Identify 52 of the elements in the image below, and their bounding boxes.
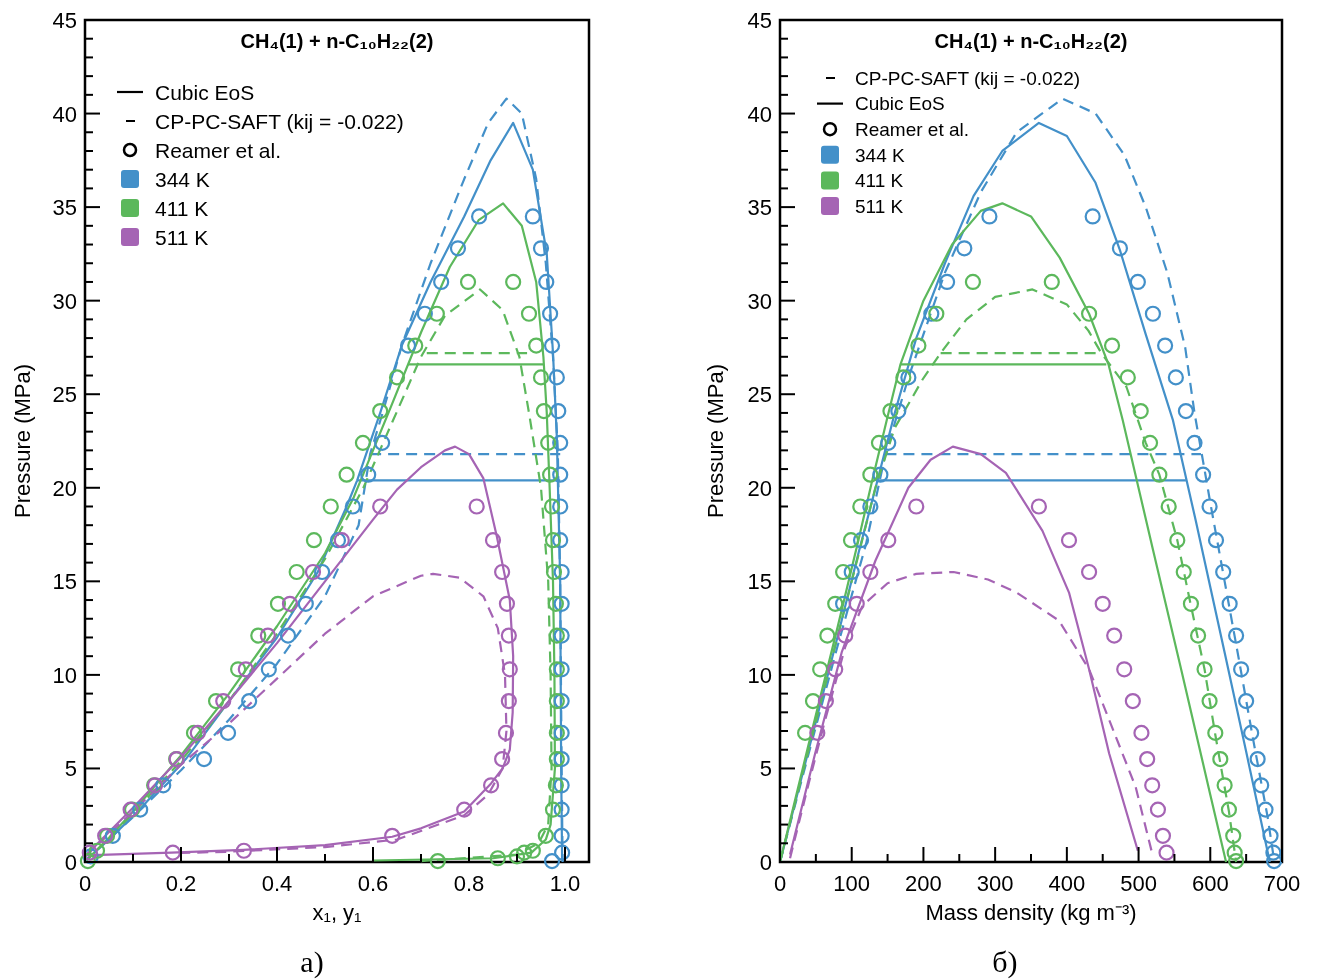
x-axis-title: x₁, y₁ (312, 900, 362, 925)
y-tick-label: 20 (52, 475, 77, 501)
y-tick-label: 5 (759, 756, 772, 782)
y-tick-label: 10 (747, 662, 772, 688)
y-tick-label: 25 (52, 382, 77, 408)
legend-label: CP-PC-SAFT (kij = -0.022) (155, 109, 404, 133)
legend-label: Reamer et al. (155, 138, 282, 162)
legend-label: CP-PC-SAFT (kij = -0.022) (855, 67, 1081, 89)
legend-label: Cubic EoS (855, 93, 945, 115)
y-tick-label: 20 (747, 475, 772, 501)
y-tick-label: 30 (52, 288, 77, 314)
x-tick-label: 100 (833, 871, 871, 896)
y-tick-label: 25 (747, 382, 772, 408)
legend-label: 411 K (855, 170, 904, 192)
x-tick-label: 0.8 (453, 871, 485, 896)
y-tick-label: 5 (64, 756, 77, 782)
legend-label: 411 K (155, 196, 209, 220)
x-tick-label: 0.2 (165, 871, 197, 896)
y-tick-label: 35 (52, 195, 77, 221)
x-tick-label: 1.0 (549, 871, 581, 896)
x-tick-label: 0.6 (357, 871, 389, 896)
y-axis-title: Pressure (MPa) (703, 363, 728, 519)
x-tick-label: 200 (905, 871, 942, 896)
x-axis-title: Mass density (kg m⁻³) (925, 900, 1137, 925)
text: CH₄(1) + n-C₁₀H₂₂(2) (240, 30, 434, 52)
text: б) (992, 945, 1018, 979)
y-tick-label: 45 (747, 8, 772, 33)
x-tick-label: 700 (1263, 871, 1301, 896)
y-tick-label: 35 (747, 195, 772, 221)
x-tick-label: 500 (1120, 871, 1157, 896)
legend-label: 344 K (855, 144, 905, 166)
legend-label: 344 K (155, 167, 210, 191)
y-tick-label: 40 (52, 101, 77, 127)
y-tick-label: 45 (52, 8, 77, 33)
legend-label: 511 K (155, 225, 209, 249)
text: а) (300, 945, 324, 979)
y-tick-label: 15 (52, 569, 77, 595)
y-tick-label: 40 (747, 101, 772, 127)
x-tick-label: 0.4 (261, 871, 293, 896)
x-tick-label: 600 (1191, 871, 1229, 896)
y-tick-label: 0 (64, 850, 77, 875)
y-tick-label: 10 (52, 662, 77, 688)
legend-label: Reamer et al. (855, 119, 970, 141)
y-tick-label: 15 (747, 569, 772, 595)
y-tick-label: 30 (747, 288, 772, 314)
legend-label: Cubic EoS (155, 80, 255, 104)
text: CH₄(1) + n-C₁₀H₂₂(2) (934, 30, 1128, 52)
y-axis-title: Pressure (MPa) (10, 363, 35, 519)
x-tick-label: 400 (1048, 871, 1086, 896)
x-tick-label: 300 (976, 871, 1014, 896)
legend-label: 511 K (855, 195, 904, 217)
y-tick-label: 0 (759, 850, 772, 875)
